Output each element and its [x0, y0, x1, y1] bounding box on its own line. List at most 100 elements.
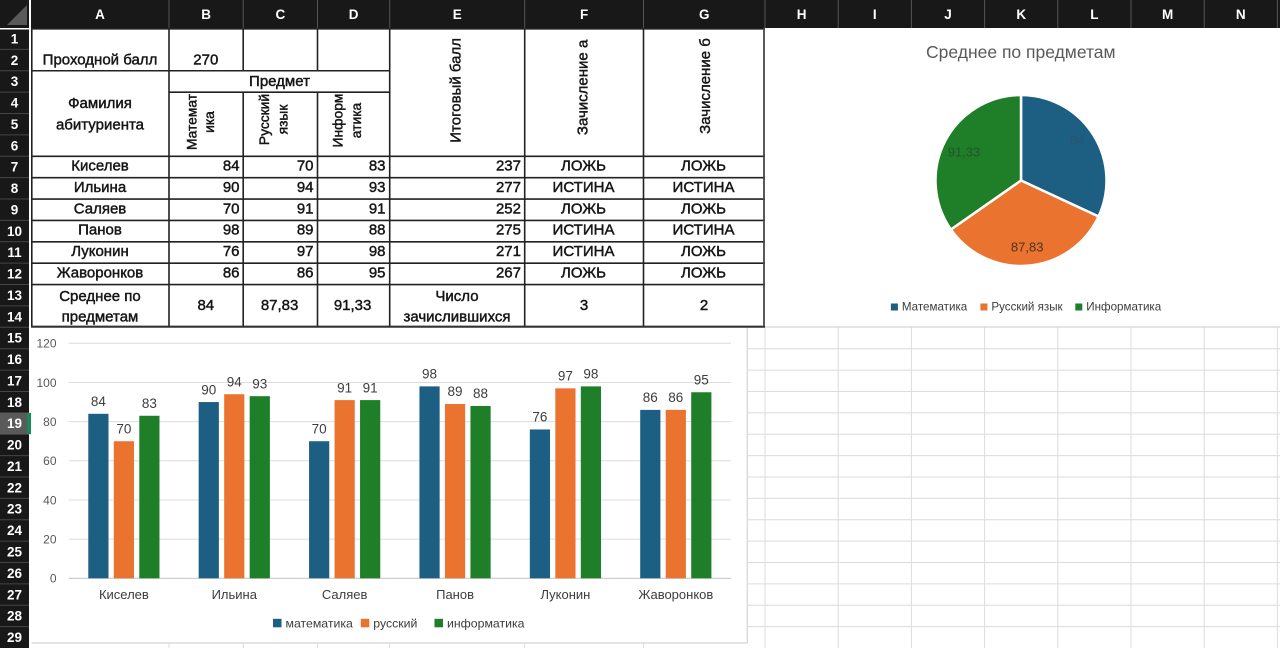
svg-text:267: 267	[496, 264, 521, 281]
svg-text:76: 76	[532, 410, 547, 425]
svg-text:70: 70	[297, 158, 314, 175]
svg-text:8: 8	[11, 181, 19, 196]
svg-text:ЛОЖЬ: ЛОЖЬ	[681, 200, 726, 217]
svg-text:I: I	[873, 7, 877, 22]
svg-text:ЛОЖЬ: ЛОЖЬ	[561, 264, 606, 281]
svg-text:2: 2	[700, 297, 708, 314]
svg-text:86: 86	[297, 264, 314, 281]
svg-text:86: 86	[643, 390, 658, 405]
svg-text:26: 26	[7, 566, 23, 581]
svg-text:60: 60	[43, 454, 57, 468]
svg-text:84: 84	[197, 297, 214, 314]
svg-text:ИСТИНА: ИСТИНА	[673, 179, 735, 196]
svg-text:91,33: 91,33	[948, 144, 981, 159]
svg-text:математика: математика	[286, 616, 354, 630]
svg-text:88: 88	[473, 386, 488, 401]
svg-text:15: 15	[7, 331, 23, 346]
svg-text:27: 27	[7, 587, 22, 602]
svg-text:87,83: 87,83	[261, 297, 299, 314]
svg-text:5: 5	[11, 117, 19, 132]
svg-text:Саляев: Саляев	[322, 587, 368, 602]
svg-text:зачислившихся: зачислившихся	[403, 308, 510, 325]
svg-text:Ильина: Ильина	[74, 179, 127, 196]
svg-text:4: 4	[11, 96, 19, 111]
svg-text:84: 84	[1070, 132, 1084, 147]
svg-text:90: 90	[223, 179, 240, 196]
svg-text:86: 86	[223, 264, 240, 281]
svg-text:Информатика: Информатика	[1086, 301, 1161, 314]
svg-text:Русский язык: Русский язык	[991, 301, 1063, 314]
svg-text:E: E	[453, 7, 462, 22]
svg-text:277: 277	[496, 179, 521, 196]
svg-text:19: 19	[7, 416, 22, 431]
svg-text:94: 94	[227, 374, 243, 389]
svg-text:11: 11	[7, 245, 22, 260]
svg-text:Зачисление б: Зачисление б	[697, 38, 714, 134]
svg-text:84: 84	[91, 394, 107, 409]
svg-text:91: 91	[297, 200, 314, 217]
svg-text:70: 70	[116, 421, 131, 436]
svg-text:28: 28	[7, 609, 23, 624]
svg-text:97: 97	[297, 243, 314, 260]
svg-text:ЛОЖЬ: ЛОЖЬ	[681, 158, 726, 175]
svg-text:13: 13	[7, 288, 23, 303]
svg-text:Среднее по предметам: Среднее по предметам	[926, 42, 1116, 62]
svg-text:80: 80	[43, 415, 57, 429]
svg-text:24: 24	[7, 523, 23, 538]
svg-text:91: 91	[363, 380, 378, 395]
svg-text:70: 70	[312, 421, 327, 436]
svg-text:98: 98	[422, 367, 437, 382]
svg-text:G: G	[699, 7, 710, 22]
svg-text:3: 3	[580, 297, 588, 314]
svg-text:70: 70	[223, 200, 240, 217]
svg-text:ИСТИНА: ИСТИНА	[553, 179, 615, 196]
svg-text:Жаворонков: Жаворонков	[638, 587, 713, 602]
svg-text:ЛОЖЬ: ЛОЖЬ	[561, 200, 606, 217]
svg-text:русский: русский	[373, 616, 417, 630]
svg-text:20: 20	[43, 532, 57, 546]
svg-text:91: 91	[337, 380, 352, 395]
svg-text:275: 275	[496, 222, 521, 239]
svg-text:ИСТИНА: ИСТИНА	[553, 243, 615, 260]
svg-text:25: 25	[7, 544, 23, 559]
svg-text:12: 12	[7, 267, 22, 282]
svg-text:Проходной балл: Проходной балл	[43, 52, 158, 69]
svg-text:87,83: 87,83	[1011, 239, 1044, 254]
svg-text:6: 6	[11, 138, 19, 153]
svg-text:Среднее по: Среднее по	[59, 288, 141, 305]
svg-text:информатика: информатика	[447, 616, 525, 630]
svg-text:1: 1	[11, 31, 19, 46]
svg-text:98: 98	[369, 243, 386, 260]
svg-text:90: 90	[201, 382, 216, 397]
svg-text:83: 83	[142, 396, 157, 411]
svg-text:предметам: предметам	[62, 309, 139, 326]
svg-text:Число: Число	[435, 288, 478, 305]
svg-text:23: 23	[7, 502, 23, 517]
svg-text:83: 83	[369, 158, 386, 175]
svg-text:Жаворонков: Жаворонков	[57, 264, 144, 281]
svg-text:22: 22	[7, 480, 22, 495]
svg-text:18: 18	[7, 395, 23, 410]
svg-text:91,33: 91,33	[334, 297, 372, 314]
svg-text:84: 84	[223, 158, 240, 175]
svg-text:H: H	[797, 7, 807, 22]
svg-text:252: 252	[496, 200, 521, 217]
svg-text:Предмет: Предмет	[249, 73, 310, 90]
svg-text:абитуриента: абитуриента	[56, 117, 145, 134]
svg-text:98: 98	[583, 367, 598, 382]
svg-text:Саляев: Саляев	[74, 200, 127, 217]
svg-text:93: 93	[369, 179, 386, 196]
svg-text:J: J	[944, 7, 952, 22]
svg-text:Фамилия: Фамилия	[68, 95, 132, 112]
svg-text:ИСТИНА: ИСТИНА	[553, 222, 615, 239]
svg-text:K: K	[1016, 7, 1026, 22]
svg-text:17: 17	[7, 373, 22, 388]
svg-text:0: 0	[50, 572, 57, 586]
svg-text:94: 94	[297, 179, 314, 196]
svg-text:89: 89	[297, 222, 314, 239]
svg-text:97: 97	[558, 369, 573, 384]
svg-text:Математ: Математ	[185, 93, 200, 150]
svg-text:9: 9	[11, 202, 19, 217]
svg-text:95: 95	[369, 264, 386, 281]
svg-text:7: 7	[11, 160, 19, 175]
